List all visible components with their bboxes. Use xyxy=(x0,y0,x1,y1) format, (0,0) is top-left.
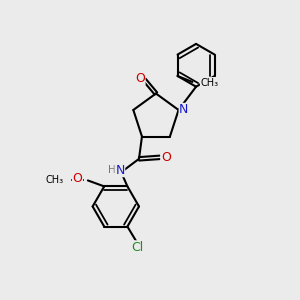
Text: N: N xyxy=(179,103,189,116)
Text: N: N xyxy=(115,164,125,177)
Text: CH₃: CH₃ xyxy=(45,176,63,185)
Text: CH₃: CH₃ xyxy=(200,77,218,88)
Text: O: O xyxy=(73,172,82,185)
Text: O: O xyxy=(135,72,145,85)
Text: Cl: Cl xyxy=(132,241,144,254)
Text: O: O xyxy=(161,151,171,164)
Text: H: H xyxy=(108,165,116,175)
